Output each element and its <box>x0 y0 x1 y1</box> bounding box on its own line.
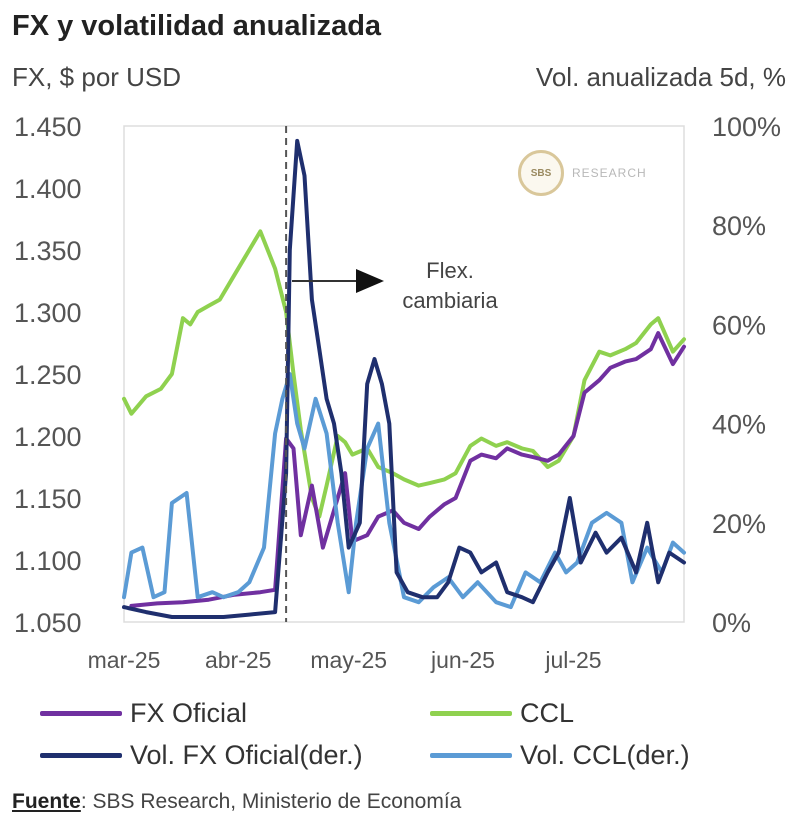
y-left-tick: 1.300 <box>14 298 82 328</box>
legend-label: Vol. FX Oficial(der.) <box>130 740 363 770</box>
source-text: : SBS Research, Ministerio de Economía <box>80 790 462 813</box>
annotation-line-2: cambiaria <box>402 288 498 313</box>
annotation-arrowhead <box>356 269 384 293</box>
series-line-fx-oficial <box>129 331 686 608</box>
y-left-tick: 1.400 <box>14 174 82 204</box>
y-left-tick: 1.200 <box>14 422 82 452</box>
right-axis-ticks: 0% 20% 40% 60% 80% 100% <box>712 112 781 638</box>
chart-canvas: 1.050 1.100 1.150 1.200 1.250 1.300 1.350 1.400… <box>14 112 781 673</box>
series-line-ccl <box>122 229 686 519</box>
legend-item-vol-fx-oficial: Vol. FX Oficial(der.) <box>40 740 363 771</box>
series-group <box>122 138 686 619</box>
x-tick: mar-25 <box>88 647 161 673</box>
y-right-tick: 40% <box>712 410 766 440</box>
y-left-tick: 1.450 <box>14 112 82 142</box>
legend-swatch <box>40 711 122 716</box>
x-tick: may-25 <box>310 647 387 673</box>
x-tick: jul-25 <box>544 647 601 673</box>
legend-label: Vol. CCL(der.) <box>520 740 690 770</box>
legend-swatch <box>430 753 512 758</box>
y-right-tick: 60% <box>712 310 766 340</box>
y-right-tick: 20% <box>712 509 766 539</box>
x-tick: abr-25 <box>205 647 271 673</box>
y-left-tick: 1.150 <box>14 484 82 514</box>
x-tick: jun-25 <box>430 647 495 673</box>
logo-mark: SBS <box>518 150 564 196</box>
legend-item-ccl: CCL <box>430 698 574 729</box>
right-axis-title: Vol. anualizada 5d, % <box>535 62 786 92</box>
source-note: Fuente: SBS Research, Ministerio de Econ… <box>12 790 461 814</box>
legend-item-vol-ccl: Vol. CCL(der.) <box>430 740 690 771</box>
legend-swatch <box>40 753 122 758</box>
y-left-tick: 1.350 <box>14 236 82 266</box>
y-right-tick: 80% <box>712 211 766 241</box>
y-right-tick: 0% <box>712 608 751 638</box>
legend-swatch <box>430 711 512 716</box>
legend-label: FX Oficial <box>130 698 248 728</box>
y-left-tick: 1.100 <box>14 546 82 576</box>
left-axis-title: FX, $ por USD <box>12 62 182 92</box>
sbs-research-logo: SBS RESEARCH <box>518 150 647 196</box>
y-right-tick: 100% <box>712 112 781 142</box>
plot-frame <box>123 125 685 623</box>
y-left-tick: 1.050 <box>14 608 82 638</box>
series-line-vol-fx-oficial-der <box>122 138 686 619</box>
left-axis-ticks: 1.050 1.100 1.150 1.200 1.250 1.300 1.350 1.400… <box>14 112 82 638</box>
annotation-line-1: Flex. <box>426 258 474 283</box>
x-axis-ticks: mar-25 abr-25 may-25 jun-25 jul-25 <box>88 647 602 673</box>
source-label: Fuente <box>12 790 81 813</box>
logo-text: RESEARCH <box>572 166 647 180</box>
legend-item-fx-oficial: FX Oficial <box>40 698 247 729</box>
legend: FX Oficial CCL Vol. FX Oficial(der.) Vol… <box>0 690 800 780</box>
series-line-vol-ccl-der <box>122 372 686 610</box>
y-left-tick: 1.250 <box>14 360 82 390</box>
legend-label: CCL <box>520 698 575 728</box>
chart-title: FX y volatilidad anualizada <box>12 10 382 42</box>
